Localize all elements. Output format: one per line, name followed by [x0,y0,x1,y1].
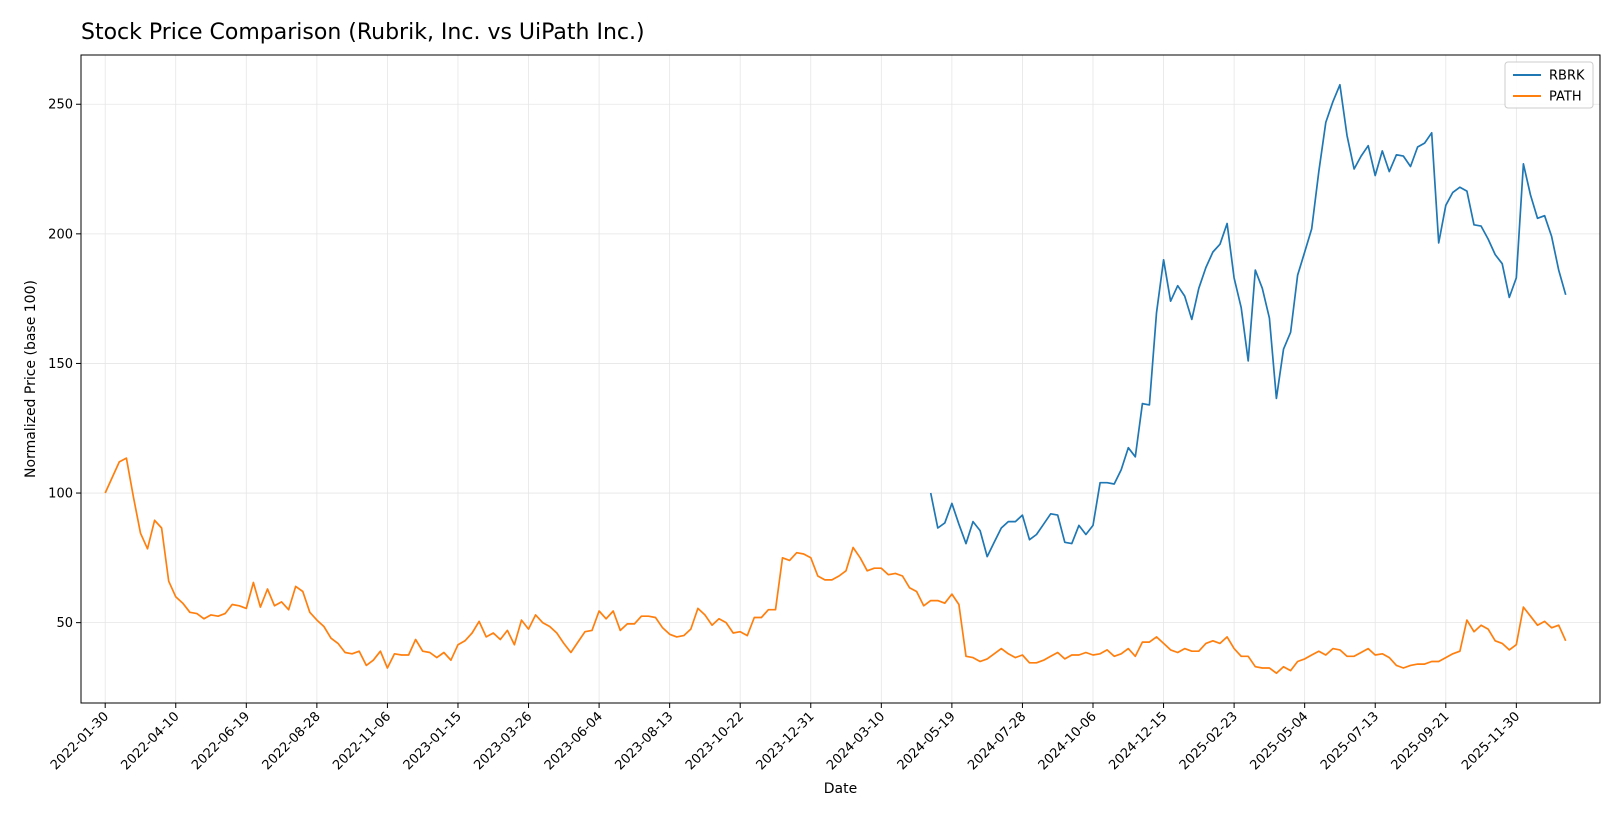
y-tick-label: 200 [48,227,73,242]
legend: RBRK PATH [1504,61,1594,109]
x-tick-label: 2024-07-28 [965,709,1029,773]
series-layer [104,83,1567,675]
grid-layer [81,55,1600,703]
x-tick-label: 2023-08-13 [612,709,676,773]
x-tick-label: 2025-09-21 [1389,709,1453,773]
x-tick-label: 2023-10-22 [683,709,747,773]
legend-label-rbrk: RBRK [1549,69,1585,84]
x-tick-label: 2023-03-26 [471,709,535,773]
x-tick-label: 2024-03-10 [824,709,888,773]
x-tick-label: 2022-11-06 [330,709,394,773]
x-axis-label: Date [824,781,857,797]
plot-frame [80,54,1601,704]
x-tick-label: 2025-07-13 [1318,709,1382,773]
y-tick-label: 50 [56,616,73,631]
x-tick-label: 2024-05-19 [895,709,959,773]
x-tick-label: 2022-01-30 [48,709,112,773]
y-tick-label: 150 [48,357,73,372]
x-tick-label: 2022-08-28 [260,709,324,773]
x-tick-label: 2024-10-06 [1036,709,1100,773]
x-tick-label: 2023-01-15 [401,709,465,773]
x-tick-label: 2025-05-04 [1247,709,1311,773]
y-tick-label: 100 [48,487,73,502]
x-tick-label: 2023-06-04 [542,709,606,773]
series-line-rbrk [929,83,1567,558]
x-tick-label: 2023-12-31 [754,709,818,773]
chart-title: Stock Price Comparison (Rubrik, Inc. vs … [81,20,645,45]
x-tick-label: 2024-12-15 [1106,709,1170,773]
x-tick-label: 2022-04-10 [119,709,183,773]
series-line-path [104,457,1567,675]
x-tick-label: 2025-02-23 [1177,709,1241,773]
x-tick-label: 2025-11-30 [1459,709,1523,773]
legend-label-path: PATH [1549,90,1582,105]
y-axis-label: Normalized Price (base 100) [23,280,39,478]
x-tick-label: 2022-06-19 [189,709,253,773]
y-tick-label: 250 [48,98,73,113]
